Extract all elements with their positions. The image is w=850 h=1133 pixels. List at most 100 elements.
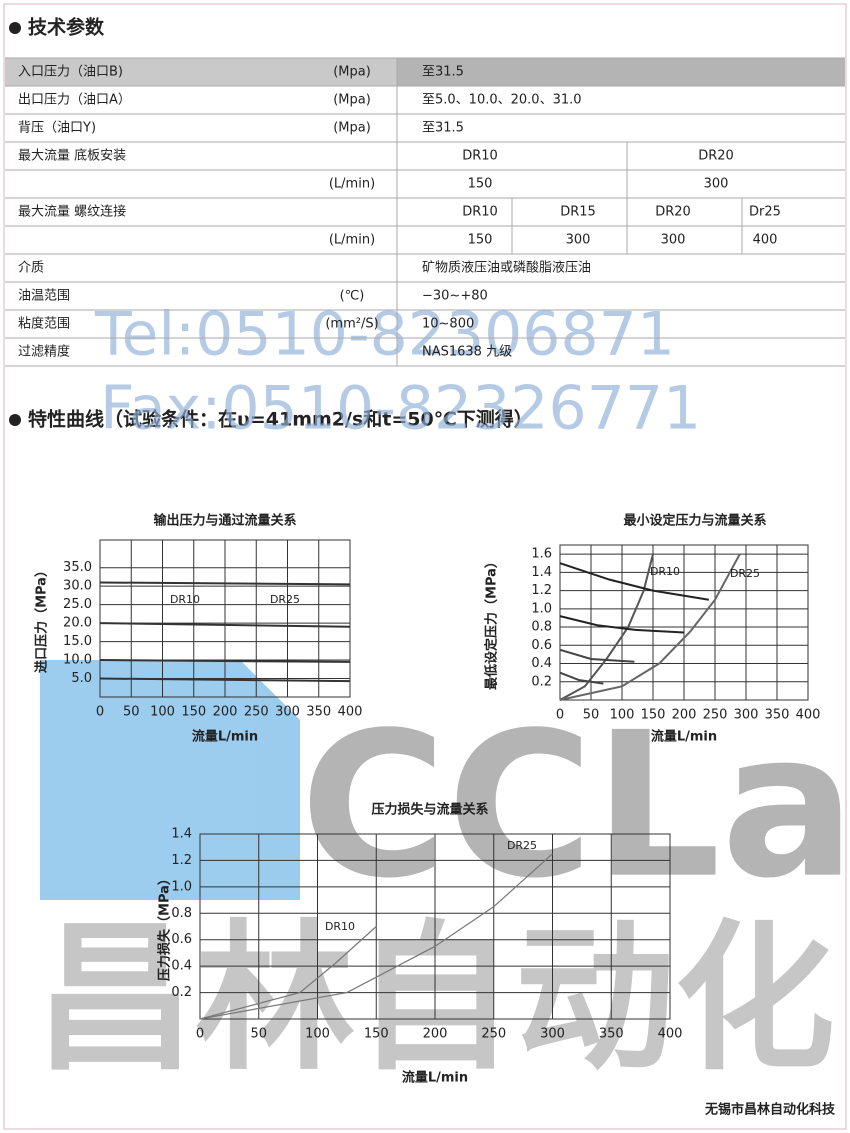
line <box>559 648 635 663</box>
x-tick-label: 50 <box>583 708 600 723</box>
x-tick-label: 150 <box>181 705 206 720</box>
line <box>559 671 604 685</box>
cell: DR20 <box>698 149 734 164</box>
row-label: 油温范围 <box>18 289 70 304</box>
row-label: 介质 <box>18 261 44 276</box>
y-tick-label: 1.4 <box>171 827 192 842</box>
chart-title: 最小设定压力与流量关系 <box>623 513 766 529</box>
cell: DR15 <box>560 205 596 220</box>
line <box>99 581 351 586</box>
y-tick-label: 30.0 <box>63 579 92 594</box>
cell: 300 <box>566 233 591 248</box>
chart-title: 压力损失与流量关系 <box>371 802 488 818</box>
row-shade <box>397 58 845 86</box>
x-tick-label: 50 <box>123 705 140 720</box>
y-tick-label: 10.0 <box>63 653 92 668</box>
cell: Dr25 <box>749 205 781 220</box>
watermark-tel: Tel:0510-82306871 <box>94 300 675 370</box>
bullet <box>9 22 21 34</box>
y-tick-label: 0.4 <box>531 656 552 671</box>
x-tick-label: 350 <box>765 708 790 723</box>
line <box>559 562 709 601</box>
y-tick-label: 0.8 <box>531 620 552 635</box>
header-title: 技术参数 <box>28 16 105 39</box>
y-tick-label: 1.2 <box>171 853 192 868</box>
x-tick-label: 400 <box>338 705 363 720</box>
x-tick-label: 100 <box>150 705 175 720</box>
y-tick-label: 0.2 <box>531 674 552 689</box>
annotation: DR25 <box>730 567 760 580</box>
x-tick-label: 200 <box>213 705 238 720</box>
x-tick-label: 0 <box>196 1027 204 1042</box>
row-label: 最大流量 螺纹连接 <box>18 204 126 220</box>
line <box>99 659 351 663</box>
y-tick-label: 25.0 <box>63 597 92 612</box>
x-tick-label: 250 <box>703 708 728 723</box>
cell: 400 <box>753 233 778 248</box>
x-tick-label: 200 <box>672 708 697 723</box>
footer: 无锡市昌林自动化科技 <box>704 1102 836 1118</box>
watermark-fax: Fax:0510-82326771 <box>100 374 701 444</box>
cell: 150 <box>468 233 493 248</box>
cell: 至5.0、10.0、20.0、31.0 <box>422 93 582 108</box>
y-tick-label: 0.6 <box>171 932 192 947</box>
x-tick-label: 350 <box>599 1027 624 1042</box>
line <box>99 677 351 683</box>
row-label: 入口压力（油口B) <box>18 65 123 80</box>
x-tick-label: 350 <box>306 705 331 720</box>
annotation: DR25 <box>270 593 300 606</box>
y-tick-label: 5.0 <box>71 671 92 686</box>
page-frame <box>3 3 847 1130</box>
logo-shape <box>40 660 300 900</box>
row-label: 最大流量 底板安装 <box>18 148 126 164</box>
y-tick-label: 35.0 <box>63 560 92 575</box>
x-tick-label: 250 <box>481 1027 506 1042</box>
y-tick-label: 0.4 <box>171 959 192 974</box>
x-axis-label: 流量L/min <box>402 1070 468 1086</box>
cell: 至31.5 <box>422 121 464 136</box>
watermark: CCLair 昌林自动化 <box>35 660 850 1092</box>
cell: 10~800 <box>422 317 474 332</box>
cell: 矿物质液压油或磷酸脂液压油 <box>422 261 591 276</box>
logo-text: CCLair <box>300 690 850 923</box>
line <box>559 615 685 634</box>
cell: DR20 <box>655 205 691 220</box>
row-unit: (Mpa) <box>333 93 371 108</box>
x-tick-label: 150 <box>641 708 666 723</box>
x-tick-label: 250 <box>244 705 269 720</box>
cell: DR10 <box>462 149 498 164</box>
y-tick-label: 20.0 <box>63 616 92 631</box>
x-axis-label: 流量L/min <box>651 729 717 745</box>
y-tick-label: 1.0 <box>171 879 192 894</box>
chart-title: 输出压力与通过流量关系 <box>153 513 296 529</box>
annotation: DR10 <box>170 593 200 606</box>
annotation: DR10 <box>650 565 680 578</box>
cell: NAS1638 九级 <box>422 345 512 360</box>
x-tick-label: 200 <box>423 1027 448 1042</box>
x-axis-label: 流量L/min <box>192 729 258 745</box>
y-tick-label: 15.0 <box>63 634 92 649</box>
y-tick-label: 1.0 <box>531 601 552 616</box>
cell: −30~+80 <box>422 289 488 304</box>
cell: 至31.5 <box>422 65 464 80</box>
y-tick-label: 0.2 <box>171 985 192 1000</box>
y-tick-label: 1.6 <box>531 547 552 562</box>
section-title: 特性曲线（试验条件：在υ=41mm2/s和t=50℃下测得） <box>28 408 533 431</box>
y-axis-label: 最低设定压力（MPa） <box>484 555 500 690</box>
x-tick-label: 400 <box>658 1027 683 1042</box>
x-tick-label: 0 <box>96 705 104 720</box>
row-unit: (L/min) <box>329 177 375 192</box>
row-label: 过滤精度 <box>18 344 70 360</box>
y-tick-label: 1.4 <box>531 565 552 580</box>
row-unit: (L/min) <box>329 233 375 248</box>
cell: 150 <box>468 177 493 192</box>
row-unit: (℃) <box>340 289 365 304</box>
y-tick-label: 1.2 <box>531 583 552 598</box>
row-unit: (Mpa) <box>333 65 371 80</box>
x-tick-label: 50 <box>250 1027 267 1042</box>
bullet <box>9 414 21 426</box>
